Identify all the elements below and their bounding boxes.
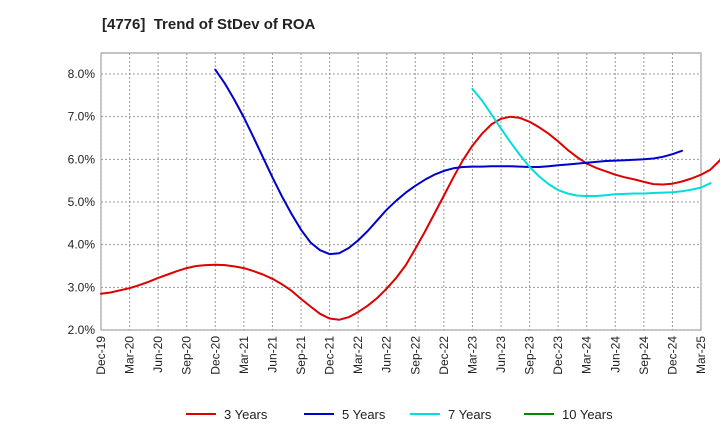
legend-label: 7 Years [448, 407, 492, 422]
x-tick-label: Dec-19 [94, 336, 108, 375]
x-tick-label: Mar-25 [694, 336, 708, 374]
y-tick-label: 5.0% [68, 195, 96, 209]
x-tick-label: Sep-23 [523, 336, 537, 375]
series-lines [100, 68, 720, 321]
chart-title: [4776] Trend of StDev of ROA [102, 16, 316, 33]
y-tick-label: 4.0% [68, 238, 96, 252]
x-tick-label: Sep-20 [180, 336, 194, 375]
x-tick-label: Mar-20 [123, 336, 137, 374]
x-tick-label: Jun-21 [265, 336, 279, 373]
x-tick-label: Jun-22 [380, 336, 394, 373]
legend-label: 3 Years [224, 407, 268, 422]
y-tick-label: 2.0% [68, 323, 96, 337]
y-tick-label: 3.0% [68, 280, 96, 294]
series-line-3-years [100, 115, 720, 321]
x-tick-label: Jun-24 [608, 336, 622, 373]
x-tick-label: Mar-21 [237, 336, 251, 374]
y-tick-label: 7.0% [68, 110, 96, 124]
x-tick-label: Dec-22 [437, 336, 451, 375]
x-axis-tick-labels: Dec-19 Mar-20 Jun-20 Sep-20 Dec-20 Mar-21 Jun-… [94, 336, 708, 375]
y-tick-label: 8.0% [68, 67, 96, 81]
legend-label: 5 Years [342, 407, 386, 422]
x-tick-label: Jun-20 [151, 336, 165, 373]
grid-lines [100, 53, 702, 331]
y-tick-label: 6.0% [68, 152, 96, 166]
x-tick-label: Dec-20 [208, 336, 222, 375]
x-tick-label: Sep-22 [408, 336, 422, 375]
series-line-7-years [471, 87, 712, 197]
x-tick-label: Sep-24 [637, 336, 651, 375]
x-tick-label: Dec-23 [551, 336, 565, 375]
x-tick-label: Dec-21 [323, 336, 337, 375]
x-tick-label: Sep-21 [294, 336, 308, 375]
x-tick-label: Jun-23 [494, 336, 508, 373]
x-tick-label: Mar-24 [580, 336, 594, 374]
plot-area [100, 52, 702, 331]
x-tick-label: Mar-23 [465, 336, 479, 374]
legend-label: 10 Years [562, 407, 613, 422]
y-axis-tick-labels: 8.0% 7.0% 6.0% 5.0% 4.0% 3.0% 2.0% [68, 67, 96, 337]
legend: 3 Years 5 Years 7 Years 10 Years [186, 407, 613, 422]
series-line-5-years [214, 68, 683, 256]
x-tick-label: Dec-24 [665, 336, 679, 375]
x-tick-label: Mar-22 [351, 336, 365, 374]
